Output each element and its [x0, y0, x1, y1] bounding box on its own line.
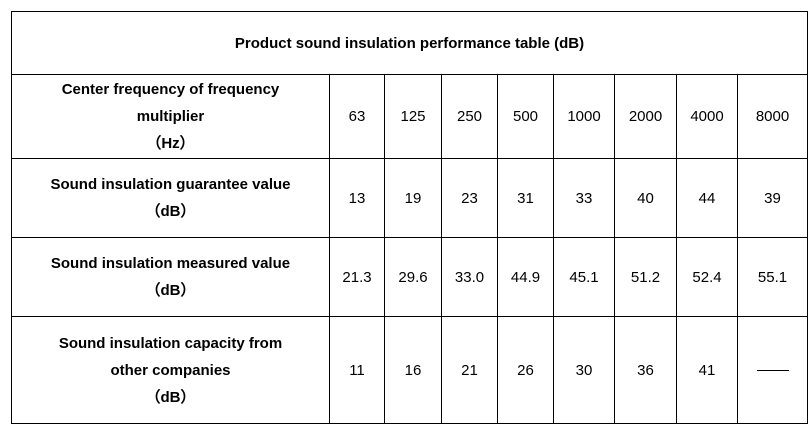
measured-value-row: Sound insulation measured value （dB） 21.… [11, 237, 809, 317]
dash-mark [756, 370, 789, 372]
label-line: （Hz） [146, 135, 195, 152]
other-companies-cell: 11 [329, 316, 385, 424]
label-line: Sound insulation guarantee value [50, 176, 291, 193]
frequency-cell: 63 [329, 74, 385, 159]
guarantee-cell: 23 [441, 158, 498, 238]
frequency-cell: 250 [441, 74, 498, 159]
row-label-other-companies: Sound insulation capacity from other com… [11, 316, 330, 424]
frequency-cell: 2000 [614, 74, 677, 159]
other-companies-cell: 16 [384, 316, 442, 424]
guarantee-cell: 40 [614, 158, 677, 238]
label-line: Sound insulation measured value [50, 255, 291, 272]
label-line: multiplier [136, 108, 205, 125]
frequency-cell: 125 [384, 74, 442, 159]
frequency-cell: 4000 [676, 74, 738, 159]
guarantee-cell: 44 [676, 158, 738, 238]
guarantee-value-row: Sound insulation guarantee value （dB） 13… [11, 158, 809, 238]
label-line: （dB） [145, 282, 196, 299]
measured-cell: 29.6 [384, 237, 442, 317]
row-label-guarantee: Sound insulation guarantee value （dB） [11, 158, 330, 238]
label-line: （dB） [145, 203, 196, 220]
measured-cell: 44.9 [497, 237, 554, 317]
row-label-measured: Sound insulation measured value （dB） [11, 237, 330, 317]
row-label-frequency: Center frequency of frequency multiplier… [11, 74, 330, 159]
guarantee-cell: 13 [329, 158, 385, 238]
frequency-cell: 8000 [736, 74, 809, 159]
label-line: （dB） [145, 388, 196, 406]
label-line: other companies [110, 361, 231, 379]
frequency-header-row: Center frequency of frequency multiplier… [11, 74, 809, 159]
measured-cell: 52.4 [676, 237, 738, 317]
other-companies-cell: 41 [676, 316, 738, 424]
sound-insulation-table: Product sound insulation performance tab… [10, 11, 809, 424]
label-line: Center frequency of frequency [61, 81, 280, 98]
other-companies-empty-cell [736, 316, 809, 424]
label-line: Sound insulation capacity from [58, 334, 283, 352]
guarantee-cell: 39 [736, 158, 809, 238]
table-title: Product sound insulation performance tab… [10, 11, 809, 75]
other-companies-cell: 30 [553, 316, 615, 424]
measured-cell: 51.2 [614, 237, 677, 317]
title-row: Product sound insulation performance tab… [10, 11, 809, 75]
guarantee-cell: 19 [384, 158, 442, 238]
guarantee-cell: 31 [497, 158, 554, 238]
other-companies-cell: 21 [441, 316, 498, 424]
frequency-cell: 500 [497, 74, 554, 159]
other-companies-cell: 36 [614, 316, 677, 424]
measured-cell: 55.1 [736, 237, 809, 317]
other-companies-cell: 26 [497, 316, 554, 424]
measured-cell: 21.3 [329, 237, 385, 317]
frequency-cell: 1000 [553, 74, 615, 159]
measured-cell: 33.0 [441, 237, 498, 317]
other-companies-row: Sound insulation capacity from other com… [11, 316, 809, 424]
measured-cell: 45.1 [553, 237, 615, 317]
guarantee-cell: 33 [553, 158, 615, 238]
